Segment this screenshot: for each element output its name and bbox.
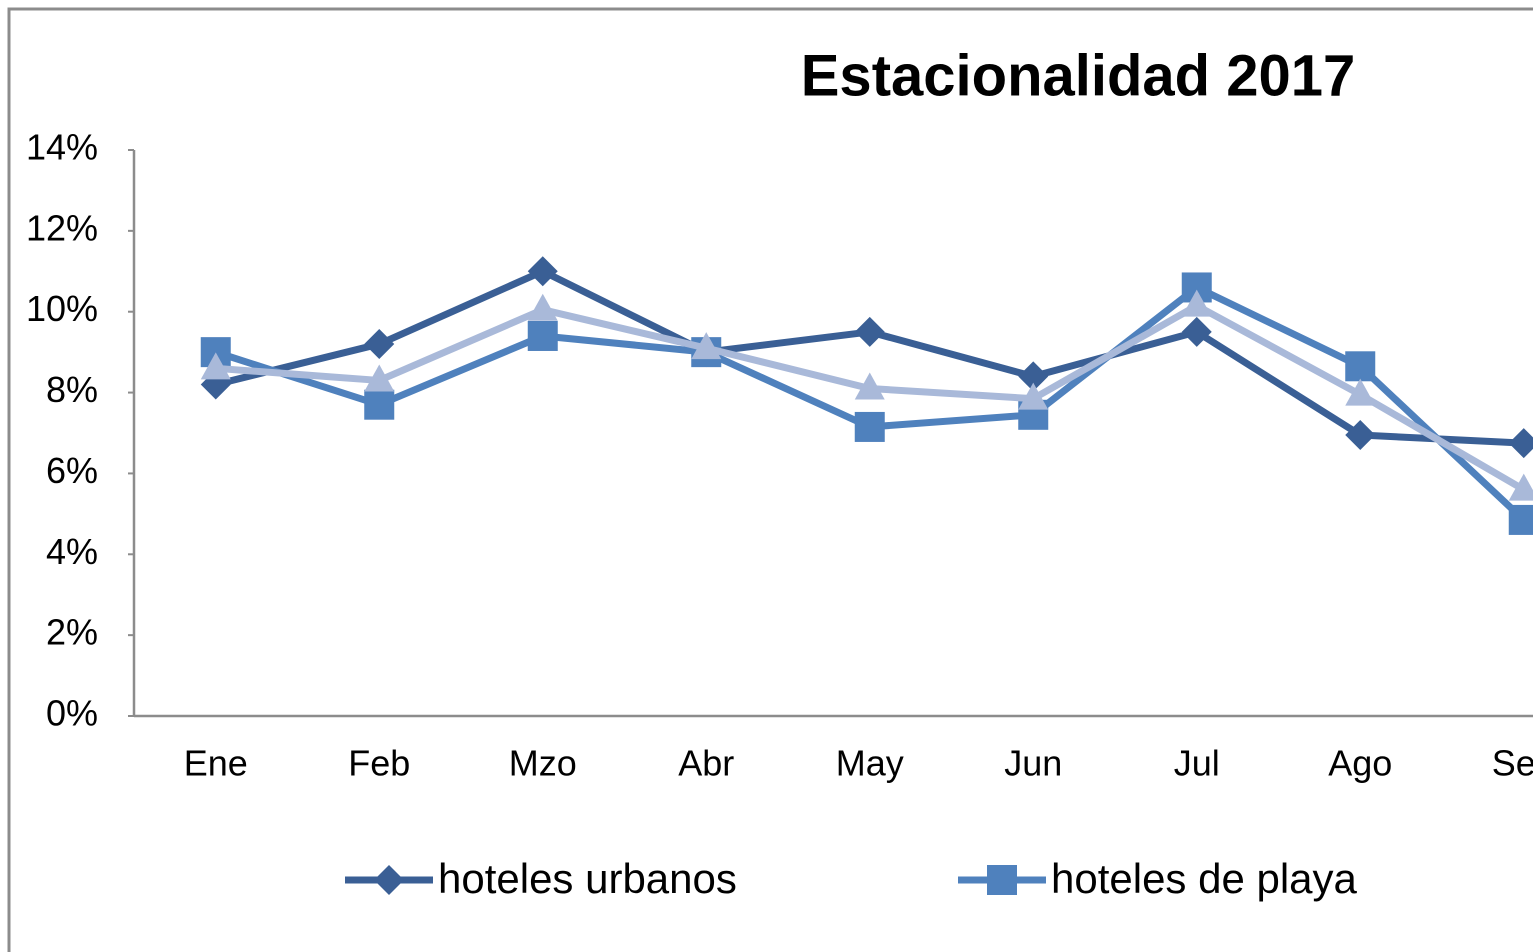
data-point bbox=[1508, 428, 1533, 459]
data-point bbox=[1018, 361, 1049, 392]
chart-frame bbox=[7, 7, 1533, 952]
data-point bbox=[1508, 504, 1533, 535]
legend-label: hoteles de playa bbox=[1051, 855, 1358, 902]
x-tick-label: Mzo bbox=[509, 743, 577, 784]
y-tick-label: 2% bbox=[46, 612, 98, 653]
chart-title: Estacionalidad 2017 bbox=[801, 43, 1355, 108]
x-tick-label: Jul bbox=[1174, 743, 1220, 784]
legend-marker bbox=[374, 865, 404, 895]
y-tick-label: 12% bbox=[26, 207, 98, 248]
y-tick-label: 8% bbox=[46, 369, 98, 410]
data-point bbox=[1345, 378, 1376, 406]
data-point bbox=[527, 320, 558, 351]
y-tick-label: 10% bbox=[26, 288, 98, 329]
data-point bbox=[527, 293, 558, 321]
data-point bbox=[364, 364, 395, 392]
data-point bbox=[1345, 351, 1376, 382]
data-point bbox=[1181, 289, 1212, 317]
y-tick-label: 14% bbox=[26, 127, 98, 168]
data-point bbox=[854, 372, 885, 400]
data-point bbox=[854, 411, 885, 442]
data-point bbox=[1018, 382, 1049, 410]
x-tick-label: May bbox=[836, 743, 904, 784]
y-tick-label: 6% bbox=[46, 450, 98, 491]
x-tick-label: Jun bbox=[1004, 743, 1062, 784]
x-tick-label: Sep bbox=[1492, 743, 1533, 784]
data-point bbox=[854, 316, 885, 347]
x-tick-label: Feb bbox=[348, 743, 410, 784]
data-point bbox=[200, 352, 231, 380]
data-point bbox=[1181, 316, 1212, 347]
y-tick-label: 0% bbox=[46, 693, 98, 734]
data-point bbox=[1508, 473, 1533, 501]
x-tick-label: Ene bbox=[184, 743, 248, 784]
data-point bbox=[364, 389, 395, 420]
y-tick-label: 4% bbox=[46, 531, 98, 572]
x-tick-label: Abr bbox=[678, 743, 734, 784]
data-point bbox=[691, 332, 722, 360]
data-point bbox=[1345, 420, 1376, 451]
legend-label: hoteles urbanos bbox=[438, 855, 737, 902]
data-point bbox=[527, 256, 558, 287]
x-tick-label: Ago bbox=[1328, 743, 1392, 784]
data-point bbox=[364, 329, 395, 360]
legend-marker bbox=[987, 865, 1017, 895]
